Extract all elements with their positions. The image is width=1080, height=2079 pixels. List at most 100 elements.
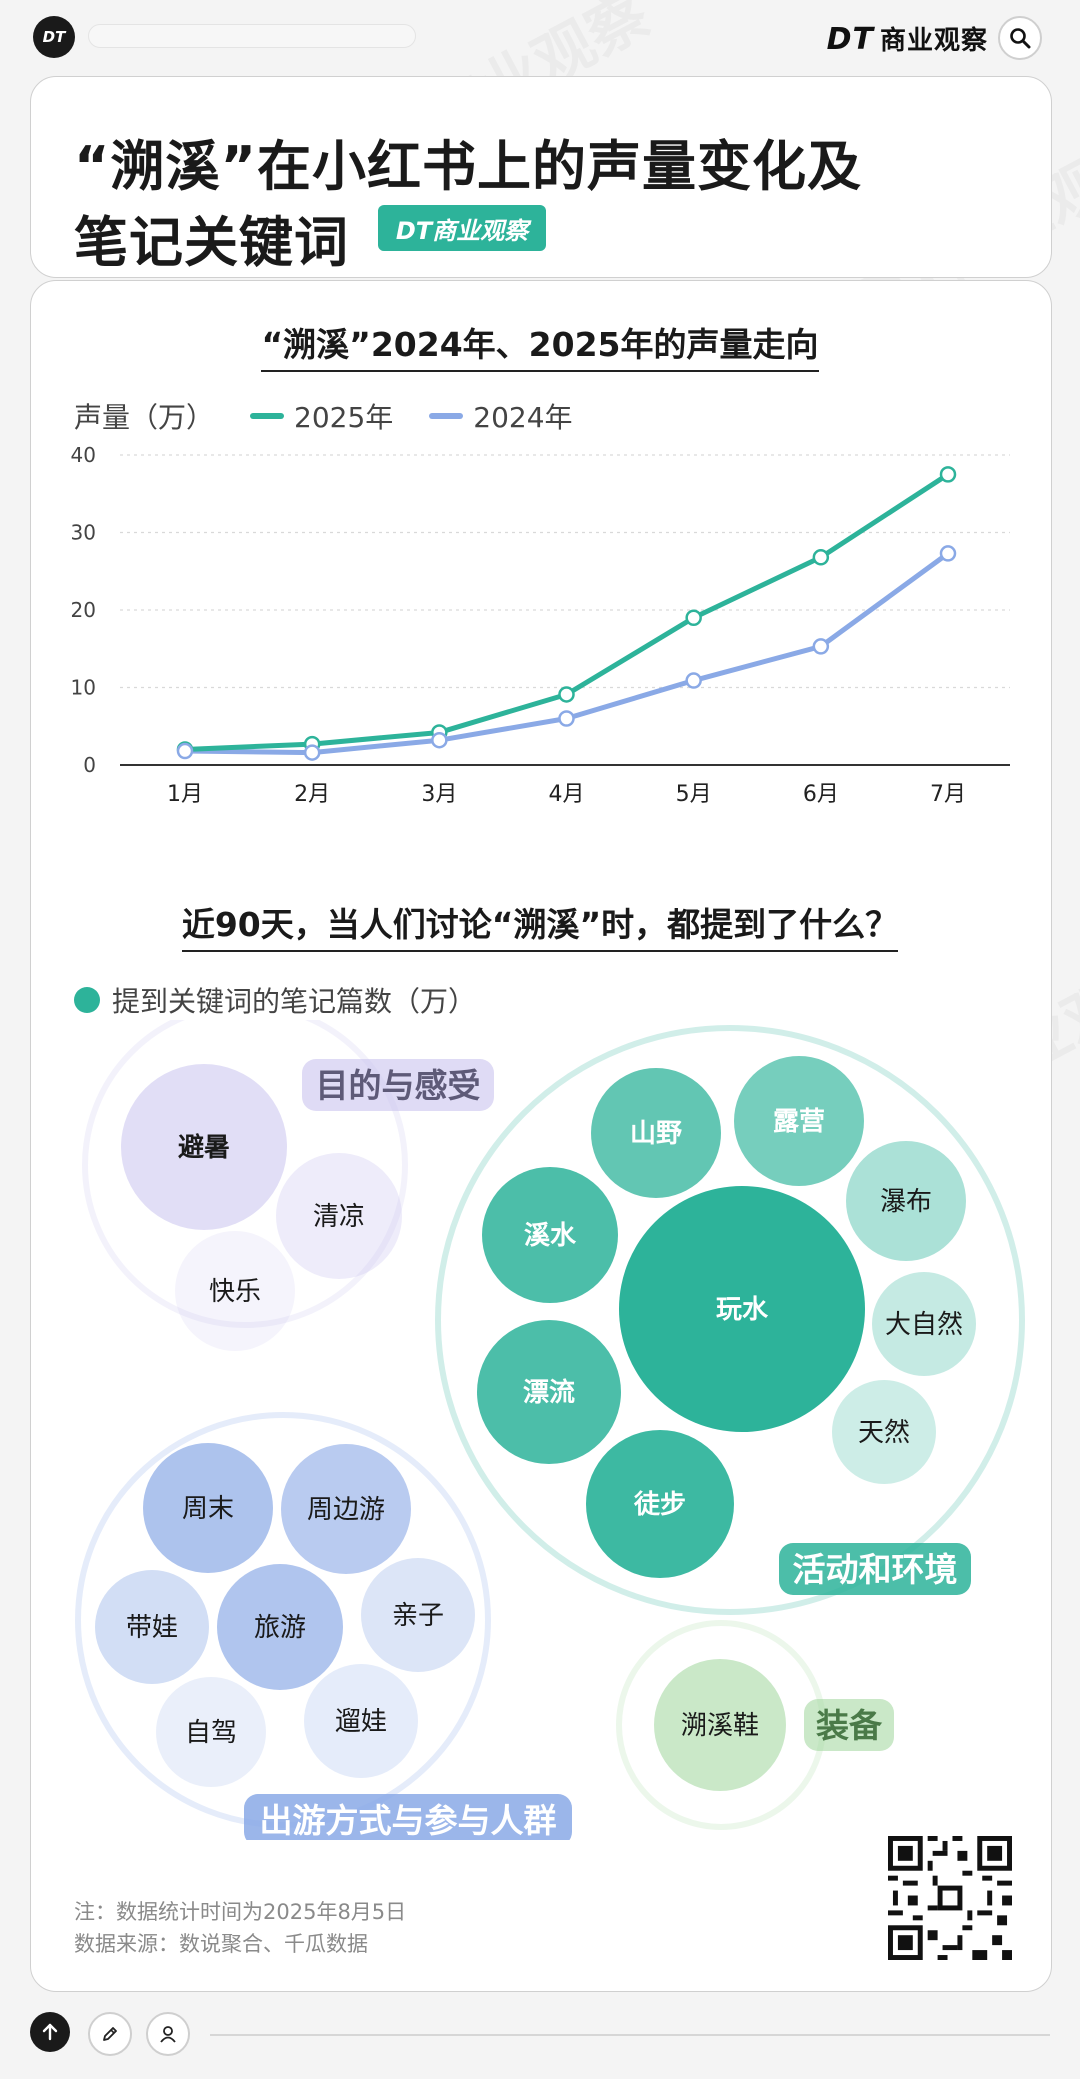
qr-code[interactable] [888, 1836, 1012, 1960]
keyword-bubble [217, 1564, 343, 1690]
data-point [431, 731, 448, 749]
arrow-up-icon [42, 2023, 58, 2041]
user-icon [160, 2026, 176, 2043]
group-label-bg [302, 1059, 494, 1111]
keyword-bubble [591, 1068, 721, 1198]
keyword-label: 漂流 [523, 1378, 575, 1408]
y-tick-label: 10 [71, 676, 96, 700]
keyword-label: 快乐 [209, 1277, 261, 1307]
y-tick-label: 40 [71, 443, 96, 467]
keyword-bubble [175, 1231, 295, 1351]
line-chart: 0 10 20 30 40 1月 2月 3月 4月 5月 6月 7月 [71, 443, 1010, 807]
bottom-divider [210, 2034, 1050, 2036]
keyword-bubble [477, 1320, 621, 1464]
address-pill[interactable] [88, 24, 416, 48]
keyword-label: 瀑布 [880, 1187, 932, 1217]
keyword-label: 清凉 [313, 1202, 365, 1232]
keyword-bubble [846, 1141, 966, 1261]
keyword-bubble [156, 1677, 266, 1787]
data-point [558, 710, 575, 727]
legend-dot [74, 987, 100, 1013]
keyword-label: 天然 [858, 1418, 910, 1448]
y-tick-label: 30 [71, 521, 96, 545]
search-button[interactable] [998, 16, 1042, 60]
keyword-bubble [586, 1430, 734, 1578]
keyword-label: 徒步 [633, 1489, 686, 1520]
x-tick-label: 6月 [803, 782, 839, 807]
group-ring [435, 1025, 1025, 1615]
data-point [303, 744, 321, 761]
bubble-chart-legend: 提到关键词的笔记篇数（万） [74, 980, 476, 1020]
data-point [812, 549, 830, 566]
keyword-label: 旅游 [254, 1613, 306, 1643]
edit-button[interactable] [88, 2012, 132, 2056]
group-label-bg [244, 1794, 572, 1840]
line-chart-title-text: “溯溪”2024年、2025年的声量走向 [261, 325, 819, 372]
data-point [558, 686, 575, 703]
scroll-top-button[interactable] [30, 2012, 70, 2052]
group-label: 装备 [816, 1706, 883, 1745]
keyword-label: 溪水 [524, 1221, 577, 1251]
y-tick-label: 20 [71, 598, 96, 622]
keyword-label: 大自然 [885, 1310, 963, 1340]
keyword-bubble [619, 1186, 865, 1432]
keyword-bubble [276, 1153, 402, 1279]
data-point [176, 742, 194, 760]
keyword-label: 山野 [630, 1119, 682, 1149]
keyword-bubble [734, 1056, 864, 1186]
legend-swatch-2025 [250, 413, 285, 419]
keyword-bubble [281, 1444, 411, 1574]
group-label: 活动和环境 [793, 1550, 958, 1589]
keyword-bubble [832, 1380, 936, 1484]
bubble-legend-label: 提到关键词的笔记篇数（万） [112, 985, 477, 1018]
legend-label-2025: 2025年 [294, 401, 394, 434]
bubble-chart-title: 近90天，当人们讨论“溯溪”时，都提到了什么？ [0, 898, 1080, 952]
keyword-bubble [143, 1443, 273, 1573]
keyword-label: 自驾 [185, 1718, 237, 1748]
page-title-line1: “溯溪”在小红书上的声量变化及 [74, 135, 862, 198]
brand-name: DT 商业观察 [827, 20, 988, 57]
x-tick-label: 2月 [294, 782, 330, 807]
pencil-icon [103, 2027, 117, 2041]
keyword-label: 玩水 [716, 1295, 769, 1325]
y-tick-label: 0 [83, 753, 96, 777]
app-logo[interactable]: DT [33, 16, 75, 58]
profile-button[interactable] [146, 2012, 190, 2056]
data-point [812, 638, 830, 655]
keyword-bubble [361, 1558, 475, 1672]
series-line [182, 471, 951, 752]
data-point [685, 672, 702, 689]
keyword-label: 带娃 [126, 1613, 178, 1643]
bottom-bar [0, 2000, 1080, 2079]
line-chart-legend: 声量（万） 2025年 2024年 [74, 396, 573, 436]
keyword-label: 露营 [773, 1107, 825, 1137]
legend-label-2024: 2024年 [473, 401, 573, 434]
search-icon [1010, 28, 1031, 49]
keyword-bubble [654, 1659, 786, 1791]
keyword-label: 亲子 [392, 1601, 444, 1631]
data-point [685, 609, 702, 626]
page-title-line2: 笔记关键词 [74, 211, 349, 274]
x-tick-label: 1月 [167, 782, 203, 807]
keyword-bubble [121, 1064, 287, 1230]
group-label: 目的与感受 [316, 1066, 481, 1105]
top-bar: DT DT 商业观察 [0, 0, 1080, 76]
keyword-label: 周边游 [307, 1495, 385, 1525]
group-ring [82, 1020, 408, 1328]
x-tick-label: 4月 [549, 782, 585, 807]
keyword-bubble [304, 1664, 418, 1778]
keyword-label: 避暑 [178, 1132, 230, 1163]
x-tick-label: 5月 [676, 782, 712, 807]
data-point [939, 466, 957, 483]
data-point [939, 545, 957, 562]
y-axis-label: 声量（万） [74, 401, 215, 434]
keyword-label: 溯溪鞋 [681, 1711, 759, 1741]
footer-note: 注：数据统计时间为2025年8月5日 [74, 1900, 407, 1924]
keyword-bubble [872, 1272, 976, 1376]
brand-text: 商业观察 [879, 26, 988, 56]
bubble-chart-title-text: 近90天，当人们讨论“溯溪”时，都提到了什么？ [181, 905, 899, 952]
keyword-label: 周末 [182, 1494, 234, 1524]
brand-mark: DT [826, 22, 874, 57]
group-label: 出游方式与参与人群 [260, 1801, 557, 1840]
